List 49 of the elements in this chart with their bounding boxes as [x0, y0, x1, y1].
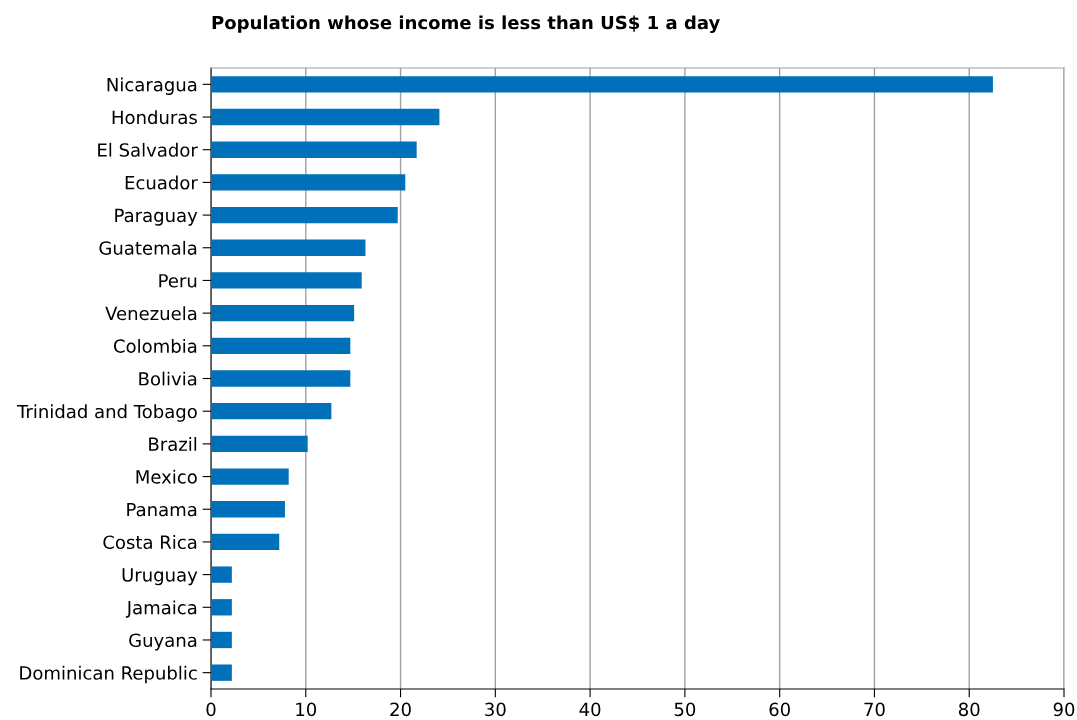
y-tick-label: Dominican Republic: [20, 665, 197, 684]
x-tick-label: 80: [958, 702, 980, 717]
bar: [211, 501, 285, 518]
chart-title: Population whose income is less than US$ 1 a day: [212, 15, 720, 34]
bar: [211, 664, 232, 681]
bar: [211, 141, 417, 158]
bar: [211, 631, 232, 649]
bar: [211, 272, 362, 289]
bar: [211, 403, 332, 420]
bar: [211, 468, 289, 485]
bar: [211, 304, 355, 322]
x-tick-label: 90: [1053, 702, 1075, 717]
y-tick-label: Panama: [127, 502, 197, 517]
y-tick-label: Mexico: [136, 469, 197, 484]
x-tick-label: 10: [296, 702, 317, 717]
bar: [211, 370, 351, 387]
y-tick-label: Guyana: [129, 633, 197, 651]
x-tick-label: 60: [769, 702, 790, 717]
y-tick-label: Brazil: [149, 437, 197, 451]
bar: [211, 533, 280, 551]
bar: [211, 206, 398, 224]
x-tick-label: 40: [579, 702, 601, 717]
y-tick-label: Ecuador: [125, 175, 198, 190]
y-tick-label: Peru: [159, 274, 197, 288]
bar: [211, 435, 308, 453]
bar: [211, 599, 232, 616]
y-tick-label: Bolivia: [139, 371, 197, 386]
x-tick-label: 70: [864, 702, 885, 717]
bar: [211, 566, 232, 583]
bar: [211, 76, 993, 93]
y-tick-label: Colombia: [113, 338, 197, 353]
x-tick-label: 50: [674, 702, 696, 717]
y-tick-label: Trinidad and Tobago: [17, 404, 197, 422]
y-tick-label: Guatemala: [99, 240, 197, 255]
bar: [211, 108, 440, 126]
y-tick-label: Jamaica: [125, 600, 197, 618]
y-tick-label: Paraguay: [115, 208, 198, 226]
x-tick-label: 0: [206, 702, 216, 717]
bar: [211, 337, 351, 354]
y-tick-label: Uruguay: [122, 568, 198, 586]
y-tick-label: Venezuela: [105, 306, 197, 321]
y-tick-label: El Salvador: [98, 142, 198, 157]
bar: [211, 174, 406, 191]
x-tick-label: 20: [390, 702, 411, 717]
y-tick-label: Nicaragua: [107, 77, 197, 95]
x-tick-label: 30: [485, 702, 506, 717]
y-tick-label: Honduras: [112, 110, 197, 125]
bar: [211, 239, 366, 256]
y-tick-label: Costa Rica: [103, 535, 197, 550]
